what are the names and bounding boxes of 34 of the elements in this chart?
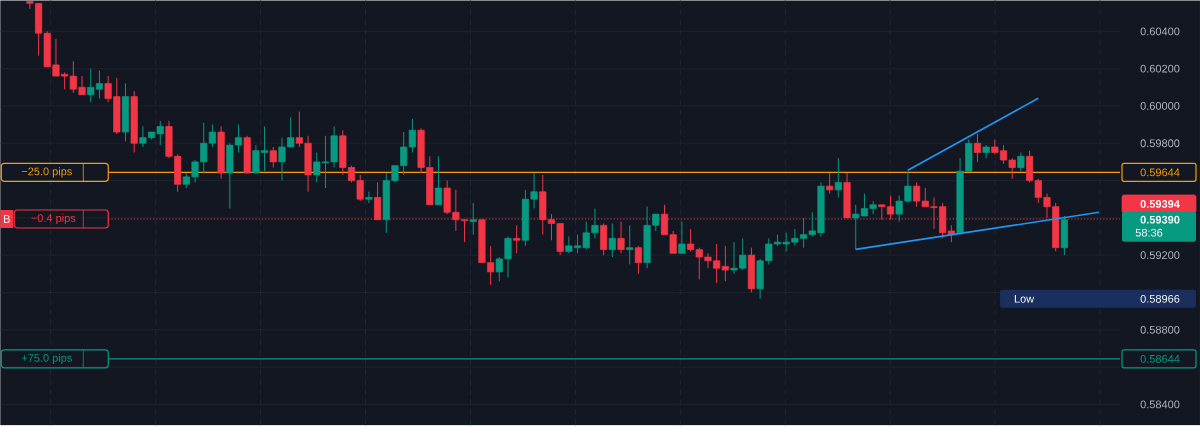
candlestick	[626, 224, 634, 265]
candlestick	[982, 144, 990, 159]
y-tick-label: 0.60000	[1140, 102, 1180, 110]
candlestick	[634, 245, 642, 275]
ref-line-label: −25.0 pips	[21, 167, 72, 178]
text: 0.58644	[1140, 354, 1180, 363]
text: 0.59644	[1140, 168, 1180, 177]
text: 0.58966	[1140, 294, 1180, 303]
ref-line-label: −0.4 pips	[31, 213, 76, 225]
candlestick	[513, 224, 521, 254]
candlestick	[834, 157, 842, 198]
y-tick-label: 0.60200	[1140, 64, 1180, 73]
candlestick	[365, 191, 373, 204]
candlestick	[469, 202, 477, 236]
candlestick	[374, 181, 382, 221]
y-tick-label: 0.58400	[1140, 400, 1180, 409]
text: B	[4, 215, 10, 223]
candlestick	[617, 221, 625, 254]
text: 58:36	[1135, 228, 1163, 237]
text: 0.59394	[1140, 200, 1180, 208]
y-tick-label: 0.60400	[1140, 27, 1180, 36]
candlestick	[678, 221, 686, 254]
candlestick	[269, 146, 277, 168]
y-tick-label: 0.59200	[1140, 251, 1180, 260]
candlestick	[608, 222, 616, 258]
y-tick-label: 0.59800	[1140, 139, 1180, 148]
text: 0.59390	[1140, 215, 1180, 224]
candlestick	[1017, 152, 1025, 172]
candlestick	[826, 172, 834, 195]
annotation: Low	[1014, 294, 1035, 303]
candlestick	[973, 133, 982, 163]
y-tick-label: 0.58800	[1140, 325, 1180, 334]
ref-line-label: +75.0 pips	[21, 353, 72, 364]
candlestick	[434, 155, 443, 206]
